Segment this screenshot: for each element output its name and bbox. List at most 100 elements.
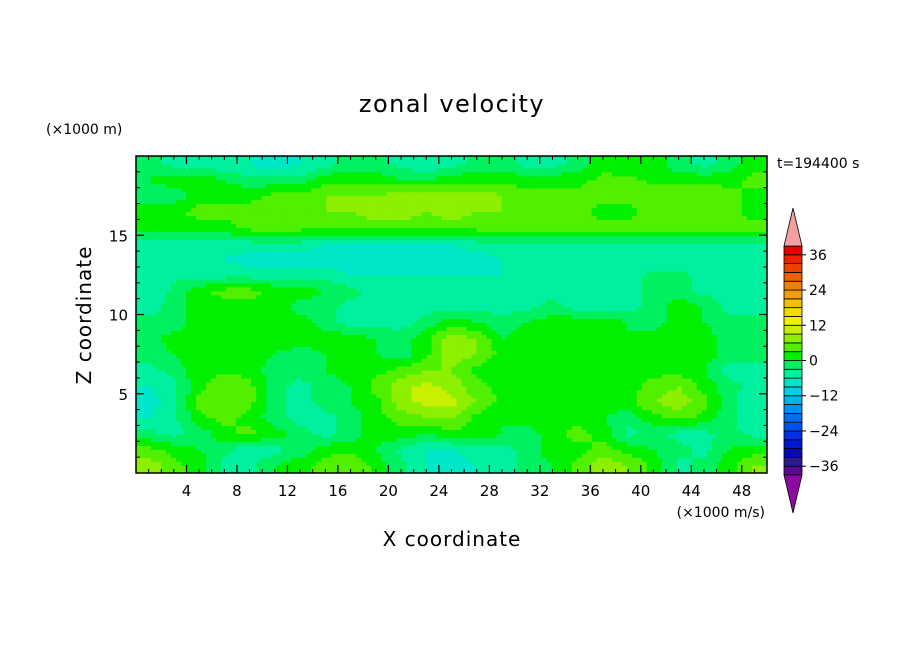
field-cell xyxy=(601,421,608,427)
field-cell xyxy=(681,449,688,454)
field-cell xyxy=(471,330,478,335)
field-cell xyxy=(646,322,653,327)
field-cell xyxy=(646,342,653,347)
field-cell xyxy=(491,393,498,399)
field-cell xyxy=(566,417,573,423)
field-cell xyxy=(176,377,182,383)
field-cell xyxy=(336,453,342,458)
field-cell xyxy=(281,385,287,391)
field-cell xyxy=(386,429,393,434)
field-cell xyxy=(476,397,483,403)
field-cell xyxy=(646,334,653,339)
field-cell xyxy=(406,409,413,415)
field-cell xyxy=(606,342,613,347)
field-cell xyxy=(626,346,633,351)
field-cell xyxy=(136,322,142,327)
field-cell xyxy=(581,425,588,431)
field-cell xyxy=(496,437,503,442)
field-cell xyxy=(136,373,142,379)
field-cell xyxy=(256,441,262,446)
field-cell xyxy=(536,457,543,462)
field-cell xyxy=(231,385,237,391)
field-cell xyxy=(526,413,533,419)
field-cell xyxy=(546,421,553,427)
field-cell xyxy=(571,445,578,450)
field-cell xyxy=(626,381,633,387)
field-cell xyxy=(706,401,713,407)
field-cell xyxy=(436,409,443,415)
field-cell xyxy=(161,350,167,355)
field-cell xyxy=(616,421,623,427)
field-cell xyxy=(436,346,443,351)
field-cell xyxy=(541,381,548,387)
field-cell xyxy=(331,338,337,343)
field-cell xyxy=(331,445,337,450)
field-cell xyxy=(551,393,558,399)
field-cell xyxy=(201,318,207,324)
field-cell xyxy=(666,409,673,415)
field-cell xyxy=(591,441,598,446)
field-cell xyxy=(266,429,272,434)
field-cell xyxy=(501,421,508,427)
field-cell xyxy=(716,389,723,395)
field-cell xyxy=(611,469,618,473)
field-cell xyxy=(431,334,438,339)
field-cell xyxy=(446,334,453,339)
field-cell xyxy=(341,346,347,351)
field-cell xyxy=(171,405,177,411)
field-cell xyxy=(446,457,453,462)
field-cell xyxy=(396,441,403,446)
field-cell xyxy=(216,330,222,335)
field-cell xyxy=(286,453,292,458)
field-cell xyxy=(736,342,743,347)
field-cell xyxy=(351,433,357,438)
field-cell xyxy=(686,425,693,431)
field-cell xyxy=(316,342,322,347)
field-cell xyxy=(361,334,367,339)
field-cell xyxy=(676,453,683,458)
field-cell xyxy=(726,350,733,355)
field-cell xyxy=(721,366,728,371)
field-cell xyxy=(696,465,703,470)
field-cell xyxy=(356,369,362,375)
field-cell xyxy=(426,409,433,415)
field-cell xyxy=(411,342,418,347)
field-cell xyxy=(641,393,648,399)
field-cell xyxy=(141,429,147,434)
field-cell xyxy=(201,401,207,407)
field-cell xyxy=(661,457,668,462)
field-cell xyxy=(586,453,593,458)
field-cell xyxy=(281,421,287,427)
field-cell xyxy=(401,465,408,470)
field-cell xyxy=(371,393,377,399)
field-cell xyxy=(446,362,453,367)
field-cell xyxy=(666,445,673,450)
field-cell xyxy=(236,373,242,379)
field-cell xyxy=(451,469,458,473)
field-cell xyxy=(151,405,157,411)
field-cell xyxy=(561,413,568,419)
field-cell xyxy=(341,326,347,331)
field-cell xyxy=(296,453,302,458)
field-cell xyxy=(431,346,438,351)
field-cell xyxy=(391,417,398,423)
field-cell xyxy=(576,465,583,470)
field-cell xyxy=(751,445,758,450)
field-cell xyxy=(616,401,623,407)
field-cell xyxy=(566,405,573,411)
field-cell xyxy=(196,441,202,446)
field-cell xyxy=(256,465,262,470)
field-cell xyxy=(361,385,367,391)
field-cell xyxy=(471,389,478,395)
field-cell xyxy=(471,469,478,473)
field-cell xyxy=(511,393,518,399)
field-cell xyxy=(416,401,423,407)
field-cell xyxy=(386,405,393,411)
field-cell xyxy=(241,322,247,327)
field-cell xyxy=(546,318,553,324)
field-cell xyxy=(511,350,518,355)
field-cell xyxy=(181,409,187,415)
field-cell xyxy=(531,346,538,351)
field-cell xyxy=(196,385,202,391)
field-cell xyxy=(746,417,753,423)
